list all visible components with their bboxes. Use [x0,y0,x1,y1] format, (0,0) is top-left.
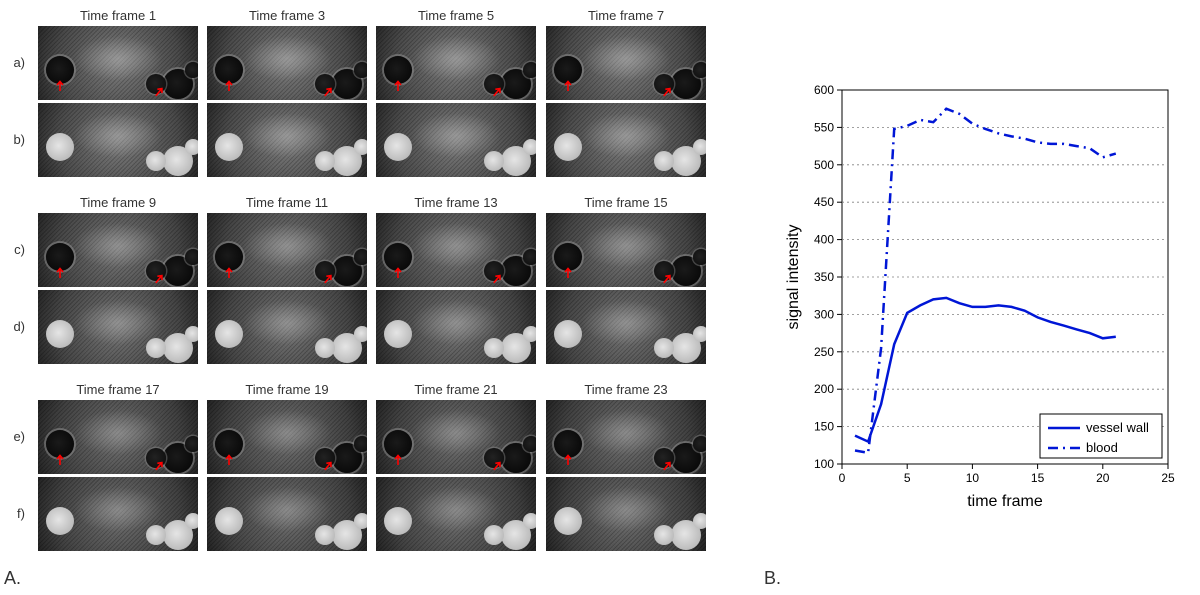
arrow-icon [223,267,235,279]
arrow-icon [661,273,673,285]
svg-text:400: 400 [814,233,834,247]
svg-text:150: 150 [814,420,834,434]
svg-text:200: 200 [814,382,834,396]
arrow-icon [661,86,673,98]
mri-tile [38,213,198,287]
svg-text:time frame: time frame [967,493,1043,510]
timeframe-label: Time frame 15 [546,195,706,210]
panel-b: 0 5 10 15 20 25 100 150 200 250 300 350 400 450 500 550… [740,0,1200,595]
svg-text:500: 500 [814,158,834,172]
arrow-icon [562,80,574,92]
svg-text:20: 20 [1096,471,1110,485]
row-label: c) [0,242,25,257]
arrow-icon [153,460,165,472]
arrow-icon [491,86,503,98]
mri-tile [207,213,367,287]
panel-a-letter: A. [4,568,21,589]
arrow-icon [54,80,66,92]
mri-tile [546,477,706,551]
arrow-icon [322,273,334,285]
row-label: e) [0,429,25,444]
arrow-icon [392,80,404,92]
panel-b-letter: B. [764,568,781,589]
mri-tile [207,103,367,177]
timeframe-label: Time frame 17 [38,382,198,397]
svg-text:600: 600 [814,83,834,97]
svg-text:250: 250 [814,345,834,359]
arrow-icon [54,267,66,279]
arrow-icon [322,86,334,98]
mri-tile [546,103,706,177]
timeframe-label: Time frame 23 [546,382,706,397]
svg-text:0: 0 [839,471,846,485]
row-label: a) [0,55,25,70]
arrow-icon [223,80,235,92]
arrow-icon [661,460,673,472]
mri-tile [376,103,536,177]
mri-tile [546,26,706,100]
arrow-icon [392,454,404,466]
row-label: f) [0,506,25,521]
mri-tile [376,26,536,100]
mri-tile [546,213,706,287]
timeframe-label: Time frame 11 [207,195,367,210]
svg-text:450: 450 [814,195,834,209]
svg-text:10: 10 [966,471,980,485]
arrow-icon [392,267,404,279]
row-label: d) [0,319,25,334]
mri-tile [376,213,536,287]
mri-tile [546,400,706,474]
mri-tile [207,290,367,364]
mri-tile [207,477,367,551]
svg-text:signal intensity: signal intensity [785,225,802,330]
mri-tile [376,400,536,474]
mri-tile [38,290,198,364]
svg-text:550: 550 [814,120,834,134]
arrow-icon [491,273,503,285]
timeframe-label: Time frame 5 [376,8,536,23]
timeframe-label: Time frame 3 [207,8,367,23]
svg-text:25: 25 [1161,471,1175,485]
arrow-icon [491,460,503,472]
svg-text:100: 100 [814,457,834,471]
panel-a: A. Time frame 1 Time frame 3 Time frame 5 T… [0,0,740,595]
signal-intensity-chart: 0 5 10 15 20 25 100 150 200 250 300 350 400 450 500 550… [780,80,1180,520]
timeframe-label: Time frame 9 [38,195,198,210]
svg-text:blood: blood [1086,440,1118,455]
svg-text:vessel wall: vessel wall [1086,420,1149,435]
figure-container: A. Time frame 1 Time frame 3 Time frame 5 T… [0,0,1200,595]
arrow-icon [223,454,235,466]
timeframe-label: Time frame 13 [376,195,536,210]
row-label: b) [0,132,25,147]
arrow-icon [54,454,66,466]
svg-text:5: 5 [904,471,911,485]
mri-tile [207,26,367,100]
mri-tile [38,477,198,551]
svg-text:300: 300 [814,307,834,321]
mri-tile [38,103,198,177]
arrow-icon [562,267,574,279]
mri-tile [376,290,536,364]
svg-text:15: 15 [1031,471,1045,485]
mri-tile [376,477,536,551]
arrow-icon [153,86,165,98]
mri-tile [546,290,706,364]
mri-tile [38,400,198,474]
timeframe-label: Time frame 7 [546,8,706,23]
timeframe-label: Time frame 19 [207,382,367,397]
arrow-icon [322,460,334,472]
timeframe-label: Time frame 1 [38,8,198,23]
chart-wrap: 0 5 10 15 20 25 100 150 200 250 300 350 400 450 500 550… [780,80,1180,520]
svg-text:350: 350 [814,270,834,284]
mri-tile [207,400,367,474]
mri-tile [38,26,198,100]
arrow-icon [562,454,574,466]
timeframe-label: Time frame 21 [376,382,536,397]
arrow-icon [153,273,165,285]
